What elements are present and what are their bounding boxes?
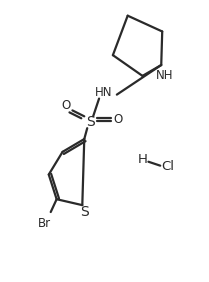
Text: S: S — [80, 205, 89, 219]
Text: H: H — [138, 153, 147, 166]
Text: O: O — [113, 113, 122, 126]
Text: S: S — [86, 115, 94, 129]
Text: Br: Br — [38, 217, 51, 230]
Text: NH: NH — [156, 69, 174, 82]
Text: O: O — [61, 99, 70, 112]
Text: HN: HN — [95, 86, 113, 99]
Text: Cl: Cl — [162, 160, 175, 173]
